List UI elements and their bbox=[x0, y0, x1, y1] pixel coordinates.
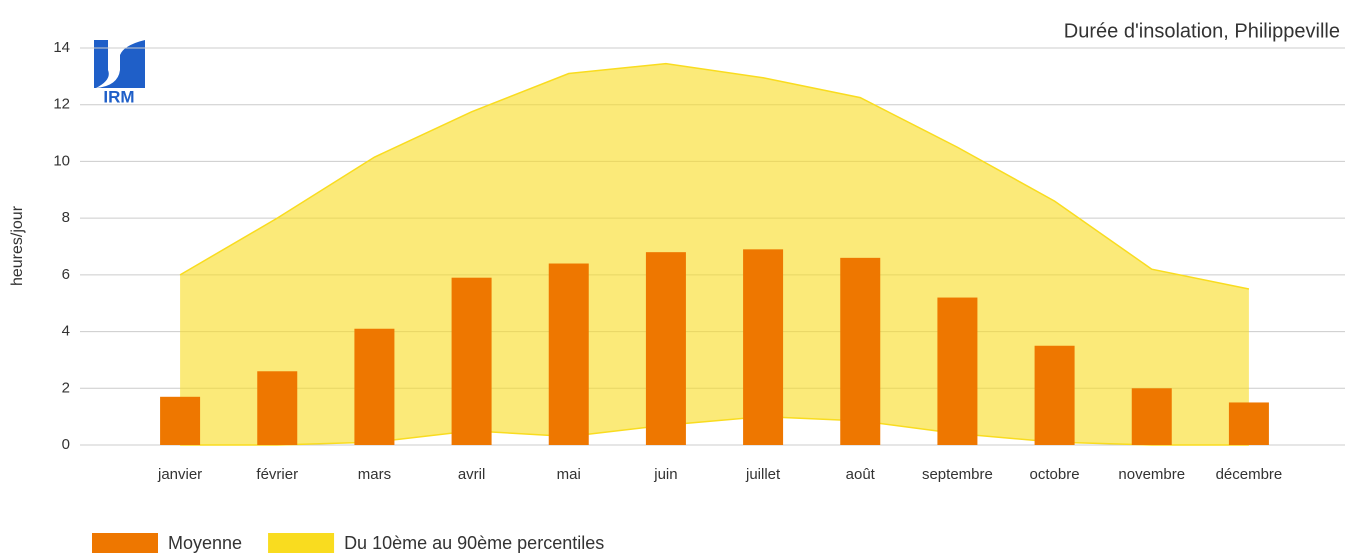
x-tick-label: août bbox=[846, 466, 876, 483]
logo: IRM bbox=[94, 40, 145, 106]
y-tick-label: 4 bbox=[62, 323, 70, 340]
legend-label: Du 10ème au 90ème percentiles bbox=[344, 533, 604, 553]
plot: 0 2 4 6 8 10 12 14 janvier février mars avril mai jui… bbox=[53, 39, 1345, 483]
x-tick-label: février bbox=[256, 466, 298, 483]
x-tick-label: juin bbox=[653, 466, 677, 483]
bar bbox=[1228, 402, 1269, 445]
logo-text: IRM bbox=[103, 87, 134, 106]
y-tick-label: 6 bbox=[62, 266, 70, 283]
y-tick-label: 0 bbox=[62, 436, 70, 453]
bar bbox=[1034, 345, 1075, 445]
bar bbox=[548, 263, 589, 445]
bar bbox=[160, 396, 201, 445]
legend: Moyenne Du 10ème au 90ème percentiles bbox=[92, 533, 604, 553]
bar bbox=[840, 257, 881, 445]
y-axis-label: heures/jour bbox=[9, 205, 26, 286]
bar bbox=[1131, 388, 1172, 445]
bar bbox=[743, 249, 784, 445]
bar bbox=[354, 328, 395, 445]
y-tick-label: 10 bbox=[53, 152, 70, 169]
x-tick-label: mai bbox=[557, 466, 581, 483]
x-tick-label: mars bbox=[358, 466, 391, 483]
x-tick-label: septembre bbox=[922, 466, 993, 483]
percentile-band bbox=[180, 63, 1249, 445]
bar bbox=[257, 371, 298, 445]
logo-shape bbox=[94, 40, 145, 88]
x-tick-label: novembre bbox=[1118, 466, 1185, 483]
band-upper-edge bbox=[179, 62, 1250, 290]
bar bbox=[451, 277, 492, 445]
x-tick-label: janvier bbox=[157, 466, 202, 483]
y-tick-label: 12 bbox=[53, 96, 70, 113]
chart-title: Durée d'insolation, Philippeville bbox=[1064, 20, 1340, 42]
x-tick-label: juillet bbox=[745, 466, 781, 483]
bar bbox=[937, 297, 978, 445]
y-tick-label: 8 bbox=[62, 209, 70, 226]
bar bbox=[645, 252, 686, 445]
x-tick-label: avril bbox=[458, 466, 486, 483]
y-tick-label: 14 bbox=[53, 39, 70, 56]
legend-label: Moyenne bbox=[168, 533, 242, 553]
legend-swatch bbox=[92, 533, 158, 553]
y-tick-label: 2 bbox=[62, 379, 70, 396]
x-tick-label: octobre bbox=[1030, 466, 1080, 483]
legend-swatch bbox=[268, 533, 335, 553]
x-tick-label: décembre bbox=[1216, 466, 1283, 483]
